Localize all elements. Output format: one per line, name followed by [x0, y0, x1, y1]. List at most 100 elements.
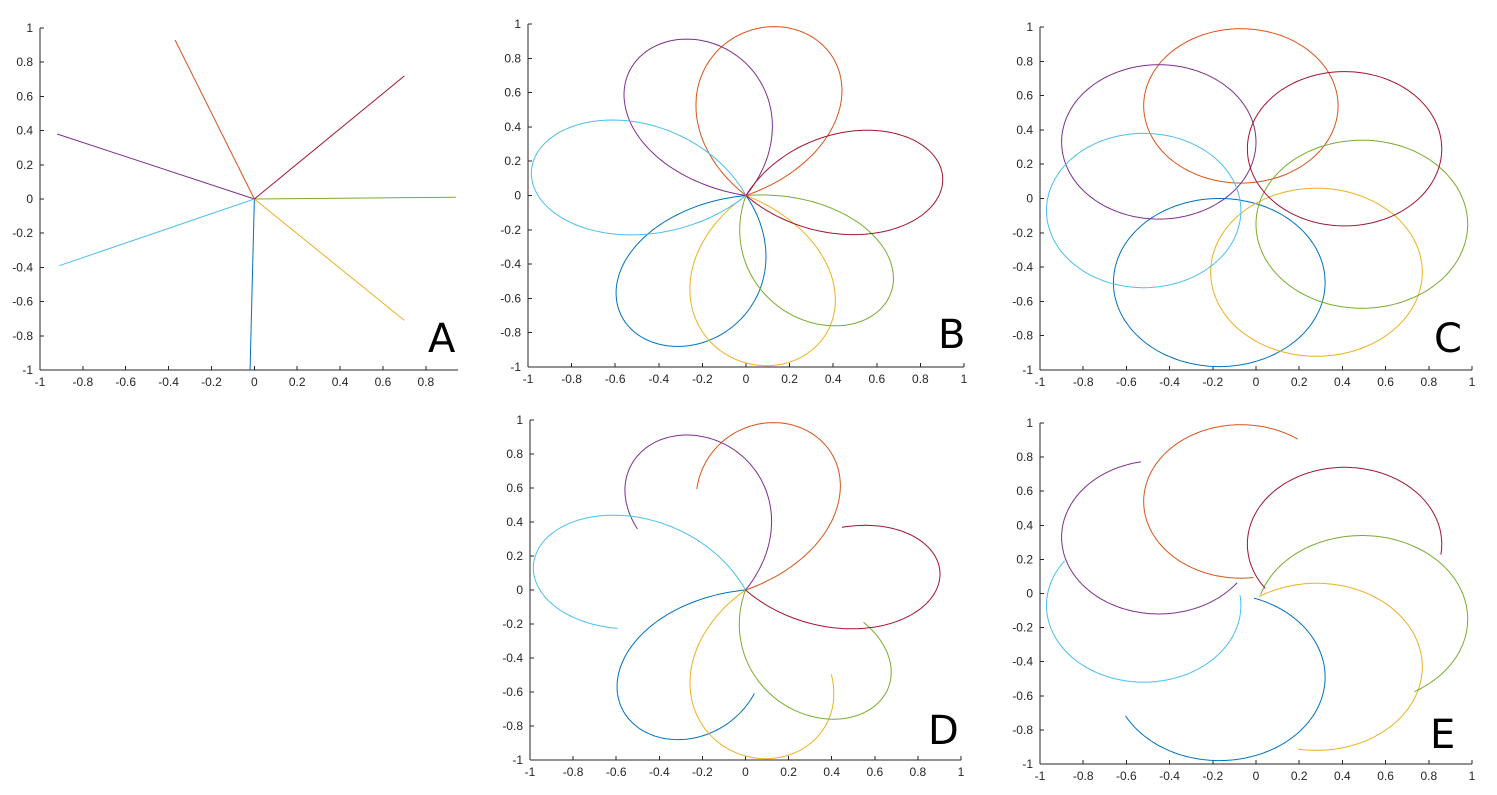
- y-tick-label: 0: [1026, 192, 1033, 206]
- series-line-4: [624, 434, 773, 591]
- series-line-6: [530, 119, 747, 236]
- y-tick-label: -0.6: [502, 685, 523, 699]
- y-tick-label: 0.4: [1016, 518, 1033, 532]
- x-tick-label: 0.8: [912, 372, 929, 386]
- y-tick-label: 0.6: [16, 89, 33, 103]
- x-tick-label: 0.4: [825, 372, 842, 386]
- series-line-7: [254, 75, 405, 200]
- y-tick-label: -0.2: [1012, 621, 1033, 635]
- y-tick-label: 1: [514, 17, 521, 31]
- x-tick-label: -0.2: [201, 375, 222, 389]
- y-tick-label: -0.4: [502, 651, 523, 665]
- x-tick-label: 0: [1253, 375, 1260, 389]
- y-tick-label: -0.2: [12, 226, 33, 240]
- y-tick-label: 0.8: [1016, 450, 1033, 464]
- x-tick-label: 0: [742, 765, 749, 779]
- panel-letter: B: [938, 312, 965, 358]
- x-tick-label: -0.8: [563, 765, 584, 779]
- y-tick-label: 1: [516, 413, 523, 427]
- series-line-2: [1143, 424, 1299, 579]
- series-line-2: [696, 422, 841, 591]
- chart-panel-b: -1 -0.8 -0.6 -0.4 -0.2 0 0.2 0.4 0.6 0.8 1 -1 -0.8 -0…: [500, 17, 967, 386]
- y-tick-label: 0.6: [504, 86, 521, 100]
- x-tick-label: -1: [525, 765, 536, 779]
- x-tick-label: 0: [251, 375, 258, 389]
- y-tick-label: 0.4: [506, 515, 523, 529]
- y-tick-label: -1: [1022, 363, 1033, 377]
- series-line-7: [745, 524, 941, 630]
- y-tick-label: 0.4: [504, 120, 521, 134]
- series-line-1: [616, 589, 755, 741]
- y-tick-label: 0.2: [506, 549, 523, 563]
- series-line-1: [249, 198, 255, 371]
- panel-letter: C: [1434, 316, 1462, 362]
- x-tick-label: 0.2: [1291, 769, 1308, 783]
- series-line-1: [1113, 198, 1326, 368]
- y-tick-label: 0: [1026, 587, 1033, 601]
- x-tick-label: 0: [1253, 769, 1260, 783]
- x-tick-label: -0.8: [1073, 769, 1094, 783]
- x-tick-label: 0.6: [1377, 375, 1394, 389]
- x-tick-label: -0.4: [649, 765, 670, 779]
- y-tick-label: 0.6: [1016, 484, 1033, 498]
- y-tick-label: -0.8: [1012, 723, 1033, 737]
- chart-panel-a: -1 -0.8 -0.6 -0.4 -0.2 0 0.2 0.4 0.6 0.8 -1 -0.8 -0.…: [12, 21, 458, 389]
- x-tick-label: -0.2: [692, 372, 713, 386]
- y-tick-label: 0.6: [1016, 89, 1033, 103]
- x-tick-label: 0.4: [823, 765, 840, 779]
- x-tick-label: 0.6: [375, 375, 392, 389]
- y-tick-label: -0.8: [12, 329, 33, 343]
- x-tick-label: -0.4: [158, 375, 179, 389]
- x-tick-label: 1: [961, 372, 968, 386]
- x-tick-label: 0.6: [868, 372, 885, 386]
- x-tick-label: 1: [1469, 375, 1476, 389]
- y-tick-label: -0.2: [500, 223, 521, 237]
- y-tick-label: 0.2: [1016, 552, 1033, 566]
- series-line-5: [254, 196, 456, 200]
- y-tick-label: 0: [26, 192, 33, 206]
- x-tick-label: -0.4: [1159, 769, 1180, 783]
- x-tick-label: -0.6: [606, 765, 627, 779]
- x-tick-label: 0.8: [1420, 375, 1437, 389]
- y-tick-label: 0.6: [506, 481, 523, 495]
- chart-panel-d: -1 -0.8 -0.6 -0.4 -0.2 0 0.2 0.4 0.6 0.8 1 -1 -0.8 -0…: [502, 413, 964, 779]
- panel-letter: E: [1430, 712, 1455, 758]
- y-tick-label: -0.8: [502, 719, 523, 733]
- x-tick-label: 0.6: [866, 765, 883, 779]
- y-tick-label: -0.6: [12, 295, 33, 309]
- x-tick-label: 0.8: [1420, 769, 1437, 783]
- series-line-3: [689, 589, 835, 760]
- x-tick-label: 0.4: [1334, 375, 1351, 389]
- x-tick-label: 0.2: [781, 372, 798, 386]
- series-line-3: [1210, 187, 1423, 357]
- y-tick-label: -0.4: [12, 260, 33, 274]
- y-tick-label: 0.4: [1016, 123, 1033, 137]
- series-line-6: [59, 198, 255, 267]
- y-tick-label: -0.4: [1012, 260, 1033, 274]
- series-line-4: [56, 133, 255, 200]
- series-line-2: [174, 39, 255, 200]
- x-tick-label: -0.6: [1116, 769, 1137, 783]
- panel-letter: A: [428, 316, 456, 362]
- y-tick-label: 0.2: [504, 154, 521, 168]
- series-line-4: [1061, 64, 1257, 220]
- y-tick-label: -0.4: [1012, 655, 1033, 669]
- x-tick-label: -0.4: [648, 372, 669, 386]
- series-line-5: [739, 194, 894, 327]
- x-tick-label: 1: [1469, 769, 1476, 783]
- x-tick-label: -1: [35, 375, 46, 389]
- chart-panel-e: -1 -0.8 -0.6 -0.4 -0.2 0 0.2 0.4 0.6 0.8 1 -1 -0.8 -0…: [1012, 416, 1475, 783]
- y-tick-label: -1: [512, 753, 523, 767]
- series-line-5: [738, 589, 892, 720]
- x-tick-label: -0.6: [605, 372, 626, 386]
- y-tick-label: 0.8: [506, 447, 523, 461]
- series-line-7: [1246, 466, 1443, 589]
- y-tick-label: 0.8: [1016, 54, 1033, 68]
- y-tick-label: 0.2: [1016, 157, 1033, 171]
- y-tick-label: 1: [26, 21, 33, 35]
- x-tick-label: -0.6: [1116, 375, 1137, 389]
- y-tick-label: -0.8: [1012, 329, 1033, 343]
- series-line-6: [532, 514, 746, 629]
- y-tick-label: -0.4: [500, 257, 521, 271]
